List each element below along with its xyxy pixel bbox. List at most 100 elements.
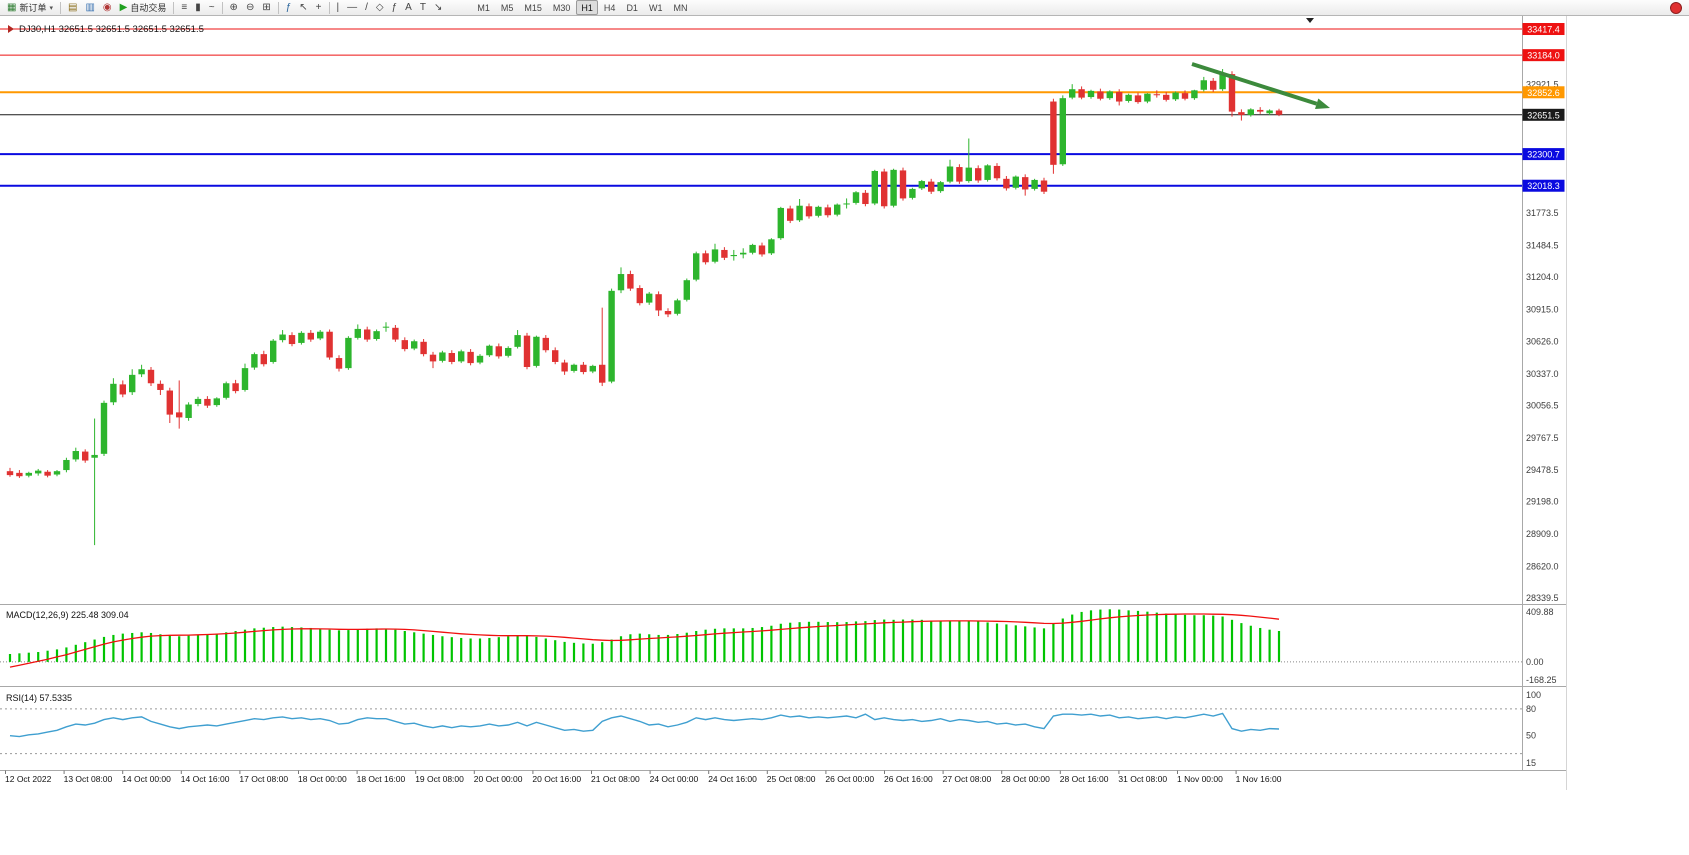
time-label: 28 Oct 00:00 bbox=[1001, 774, 1050, 784]
price-axis-label: 29767.5 bbox=[1526, 433, 1559, 443]
price-axis-label: 30337.0 bbox=[1526, 369, 1559, 379]
time-label: 25 Oct 08:00 bbox=[767, 774, 816, 784]
price-badge: 32018.3 bbox=[1527, 181, 1560, 191]
fibonacci-icon-glyph: ƒ bbox=[391, 1, 398, 13]
rsi-panel[interactable]: RSI(14) 57.5335 100 80 50 15 bbox=[0, 690, 1541, 768]
shift-end-marker[interactable] bbox=[1306, 18, 1314, 23]
price-axis-label: 28620.0 bbox=[1526, 561, 1559, 571]
zoom-out-icon-glyph: ⊖ bbox=[245, 1, 255, 13]
toolbar-separator bbox=[173, 1, 175, 14]
autotrading-glyph: ▶ bbox=[119, 1, 128, 13]
toolbar-separator bbox=[221, 1, 223, 14]
arrow-tool-icon-glyph: ↘ bbox=[433, 1, 443, 13]
price-badge: 32300.7 bbox=[1527, 150, 1560, 160]
trend-arrow[interactable] bbox=[1191, 62, 1330, 109]
zoom-out-icon[interactable]: ⊖ bbox=[242, 0, 258, 15]
time-label: 18 Oct 00:00 bbox=[298, 774, 347, 784]
macd-panel[interactable]: MACD(12,26,9) 225.48 309.04 409.88 0.00 -16… bbox=[0, 607, 1557, 685]
autotrading-button-label: 自动交易 bbox=[130, 3, 167, 13]
line-chart-icon[interactable]: ~ bbox=[205, 0, 219, 15]
toolbar-right bbox=[1670, 1, 1686, 14]
channel-icon[interactable]: ◇ bbox=[372, 0, 388, 15]
time-label: 14 Oct 00:00 bbox=[122, 774, 171, 784]
charts-grid-icon[interactable]: ▤ bbox=[64, 0, 81, 15]
line-chart-icon-glyph: ~ bbox=[208, 1, 215, 13]
time-label: 14 Oct 16:00 bbox=[181, 774, 230, 784]
timeframe-h1[interactable]: H1 bbox=[576, 0, 598, 15]
panel-separators bbox=[0, 16, 1567, 790]
text-icon-glyph: A bbox=[405, 1, 412, 13]
timeframe-mn[interactable]: MN bbox=[673, 2, 688, 13]
chart-canvas[interactable]: 32921.5 31773.5 31484.5 31204.0 30915.0 30626… bbox=[0, 16, 1689, 855]
label-icon[interactable]: T bbox=[416, 0, 430, 15]
navigator-icon[interactable]: ◉ bbox=[99, 0, 116, 15]
autotrading-button[interactable]: ▶ 自动交易 bbox=[116, 0, 171, 15]
time-label: 19 Oct 08:00 bbox=[415, 774, 464, 784]
time-label: 20 Oct 16:00 bbox=[532, 774, 581, 784]
time-axis[interactable]: 12 Oct 2022 13 Oct 08:00 14 Oct 00:00 14 Oc… bbox=[5, 770, 1282, 785]
toolbar-separator bbox=[328, 1, 330, 14]
chart-title-text: DJ30,H1 32651.5 32651.5 32651.5 32651.5 bbox=[19, 24, 204, 35]
timeframe-m5[interactable]: M5 bbox=[500, 2, 514, 13]
horizontal-lines[interactable] bbox=[0, 28, 1522, 187]
price-axis-label: 28339.5 bbox=[1526, 593, 1559, 603]
chart-title: DJ30,H1 32651.5 32651.5 32651.5 32651.5 bbox=[8, 24, 204, 35]
text-icon[interactable]: A bbox=[401, 0, 416, 15]
timeframe-m1[interactable]: M1 bbox=[477, 2, 490, 13]
tile-windows-icon[interactable]: ⊞ bbox=[258, 0, 274, 15]
market-watch-icon[interactable]: ▥ bbox=[81, 0, 98, 15]
vertical-line-icon[interactable]: | bbox=[333, 0, 344, 15]
time-label: 24 Oct 00:00 bbox=[650, 774, 699, 784]
toolbar: ▦ 新订单 ▾ ▤ ▥ ◉ ▶ 自动交易 ≡ ▮ ~ ⊕ ⊖ ⊞ ƒ ↖ + | — / ◇ ƒ A T ↘ M1 M5 M15 M30… bbox=[0, 0, 1689, 16]
timeframe-m30[interactable]: M30 bbox=[552, 2, 571, 13]
timeframe-h4[interactable]: H4 bbox=[603, 2, 616, 13]
price-badges: 33417.4 33184.0 32852.6 32651.5 32300.7 32018… bbox=[1522, 23, 1565, 192]
zoom-in-icon-glyph: ⊕ bbox=[229, 1, 238, 13]
channel-icon-glyph: ◇ bbox=[375, 1, 384, 13]
navigator-icon-glyph: ◉ bbox=[102, 1, 112, 13]
cursor-icon[interactable]: ↖ bbox=[295, 0, 311, 15]
rsi-axis-label: 100 bbox=[1526, 690, 1541, 700]
crosshair-icon[interactable]: + bbox=[312, 0, 326, 15]
alert-icon[interactable] bbox=[1670, 1, 1682, 14]
new-order-button[interactable]: ▦ 新订单 ▾ bbox=[3, 0, 57, 15]
trendline-icon[interactable]: / bbox=[361, 0, 372, 15]
time-label: 1 Nov 00:00 bbox=[1177, 774, 1223, 784]
tile-windows-icon-glyph: ⊞ bbox=[262, 1, 271, 13]
indicators-icon-glyph: ƒ bbox=[285, 1, 292, 13]
price-axis-label: 28909.0 bbox=[1526, 529, 1559, 539]
timeframe-d1[interactable]: D1 bbox=[626, 2, 638, 13]
timeframe-w1[interactable]: W1 bbox=[648, 2, 663, 13]
zoom-in-icon[interactable]: ⊕ bbox=[226, 0, 242, 15]
fibonacci-icon[interactable]: ƒ bbox=[388, 0, 402, 15]
toolbar-separator bbox=[59, 1, 61, 14]
time-label: 1 Nov 16:00 bbox=[1236, 774, 1282, 784]
new-order-glyph: ▦ bbox=[7, 1, 17, 13]
label-icon-glyph: T bbox=[419, 1, 426, 13]
timeframe-m15[interactable]: M15 bbox=[524, 2, 542, 13]
time-label: 24 Oct 16:00 bbox=[708, 774, 757, 784]
candles-layer bbox=[6, 69, 1283, 546]
price-axis-label: 32921.5 bbox=[1526, 80, 1559, 90]
price-axis-label: 29478.5 bbox=[1526, 465, 1559, 475]
trendline-icon-glyph: / bbox=[365, 1, 368, 13]
time-label: 26 Oct 16:00 bbox=[884, 774, 933, 784]
bar-chart-icon[interactable]: ≡ bbox=[177, 0, 191, 15]
time-label: 28 Oct 16:00 bbox=[1060, 774, 1109, 784]
rsi-axis-label: 80 bbox=[1526, 704, 1536, 714]
horizontal-line-icon[interactable]: — bbox=[343, 0, 361, 15]
price-axis-label: 31204.0 bbox=[1526, 272, 1559, 282]
bar-chart-icon-glyph: ≡ bbox=[181, 1, 188, 13]
price-axis-label: 31773.5 bbox=[1526, 208, 1559, 218]
caret-down-icon: ▾ bbox=[49, 4, 53, 12]
time-label: 12 Oct 2022 bbox=[5, 774, 52, 784]
indicators-icon[interactable]: ƒ bbox=[282, 0, 296, 15]
macd-axis-label: 0.00 bbox=[1526, 657, 1544, 667]
price-axis-label: 29198.0 bbox=[1526, 497, 1559, 507]
candlestick-chart-icon[interactable]: ▮ bbox=[191, 0, 205, 15]
horizontal-line-icon-glyph: — bbox=[347, 1, 358, 13]
price-axis[interactable]: 32921.5 31773.5 31484.5 31204.0 30915.0 30626… bbox=[1526, 80, 1559, 603]
candlestick-chart-icon-glyph: ▮ bbox=[195, 1, 201, 13]
arrow-tool-icon[interactable]: ↘ bbox=[430, 0, 446, 15]
